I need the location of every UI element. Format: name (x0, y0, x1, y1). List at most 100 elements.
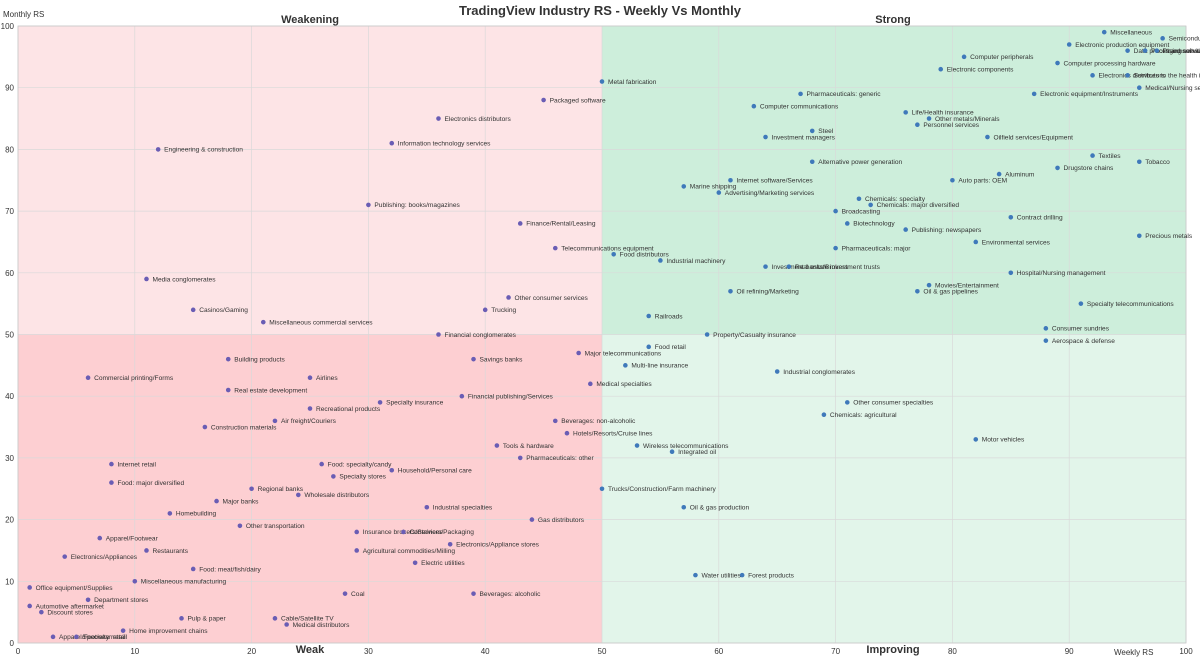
point-label: Steel (818, 128, 834, 135)
point-label: Homebuilding (176, 511, 217, 518)
point-label: Food: meat/fish/dairy (199, 566, 261, 573)
data-point: Commercial printing/Forms (85, 375, 174, 382)
data-point: Integrated oil (669, 449, 717, 456)
y-tick-label: 100 (1, 22, 15, 31)
point-marker (669, 449, 675, 455)
data-point: Chemicals: major diversified (868, 202, 959, 209)
point-label: Hospital/Nursing management (1017, 270, 1106, 277)
data-point: Internet retail (109, 461, 156, 468)
point-marker (120, 628, 126, 633)
point-marker (436, 332, 441, 337)
point-label: Medical specialties (596, 381, 652, 388)
point-label: Packaged software (1151, 48, 1200, 55)
data-point: Specialty retail (74, 634, 126, 641)
data-point: Trucking (482, 307, 517, 314)
point-label: Motor vehicles (982, 437, 1025, 444)
point-marker (471, 591, 476, 596)
data-point: Pharmaceuticals: other (517, 455, 594, 462)
point-marker (552, 245, 558, 251)
data-point: Electronics/Appliances (62, 554, 138, 561)
data-point: Property/Casualty insurance (704, 332, 796, 339)
data-point: Food retail (646, 344, 686, 351)
point-label: Restaurants (152, 548, 188, 555)
point-marker (482, 307, 488, 313)
data-point: Textiles (1090, 153, 1121, 160)
point-marker (564, 430, 570, 436)
point-marker (798, 91, 803, 97)
data-point: Pharmaceuticals: generic (798, 91, 881, 98)
data-point: Oil & gas production (681, 505, 749, 512)
point-label: Chemicals: agricultural (830, 412, 897, 419)
point-marker (412, 560, 418, 566)
point-label: Discount stores (47, 609, 93, 616)
point-label: Computer peripherals (970, 54, 1034, 61)
point-marker (389, 467, 395, 473)
point-marker (167, 511, 173, 516)
point-label: Chemicals: major diversified (877, 202, 960, 209)
point-marker (1136, 85, 1142, 90)
y-tick-label: 10 (5, 577, 14, 586)
point-label: Specialty stores (339, 474, 386, 481)
quadrant-label-improving: Improving (866, 644, 919, 656)
point-marker (27, 603, 32, 609)
point-marker (1090, 73, 1095, 78)
point-label: Air freight/Couriers (281, 418, 337, 425)
point-label: Agricultural commodities/Milling (363, 548, 456, 555)
chart-title: TradingView Industry RS - Weekly Vs Mont… (459, 3, 742, 18)
tick-labels: 0 10 20 30 40 50 60 70 80 90 100 0 10 20 30 40 50 60 70 80 9… (1, 22, 1194, 656)
point-label: Food distributors (620, 252, 670, 259)
gridlines (17, 25, 1187, 644)
point-marker (844, 400, 850, 405)
point-marker (716, 190, 722, 195)
point-marker (1043, 326, 1049, 331)
point-marker (109, 480, 114, 485)
data-point: Home improvement chains (120, 628, 208, 635)
data-point: Specialty insurance (377, 400, 444, 407)
point-label: Medical/Nursing services (1145, 85, 1200, 92)
data-point: Industrial specialties (424, 505, 493, 512)
data-point: Discount stores (39, 609, 94, 616)
point-marker (249, 486, 254, 492)
point-marker (681, 184, 687, 189)
y-tick-label: 40 (5, 392, 14, 401)
x-tick-label: 70 (831, 647, 840, 656)
point-marker (658, 258, 663, 263)
point-label: Oil refining/Marketing (736, 289, 799, 296)
y-tick-label: 20 (5, 516, 14, 525)
point-label: Real estate investment trusts (795, 264, 881, 271)
point-marker (1055, 60, 1060, 66)
point-marker (985, 134, 990, 140)
x-tick-label: 30 (364, 647, 373, 656)
y-tick-label: 0 (10, 639, 15, 648)
point-marker (786, 264, 792, 269)
data-point: Miscellaneous commercial services (260, 319, 373, 326)
point-label: Electronic equipment/Instruments (1040, 91, 1139, 98)
y-tick-label: 50 (5, 331, 14, 340)
data-point: Semiconductors (1160, 36, 1200, 43)
point-label: Semiconductors (1169, 36, 1200, 43)
data-point: Major telecommunications (576, 350, 662, 357)
data-point: Computer peripherals (961, 54, 1034, 61)
point-marker (1160, 36, 1165, 41)
data-point: Hospital/Nursing management (1008, 270, 1106, 277)
point-label: Industrial machinery (666, 258, 726, 265)
point-marker (588, 381, 593, 387)
point-marker (190, 307, 196, 313)
data-point: Personnel services (915, 122, 980, 129)
data-point: Apparel/Footwear retail (50, 634, 128, 641)
x-tick-label: 10 (130, 647, 139, 656)
data-point: Drugstore chains (1055, 165, 1114, 172)
point-marker (938, 66, 944, 72)
point-label: Oil & gas pipelines (923, 289, 978, 296)
point-label: Electronics/Appliance stores (456, 542, 540, 549)
point-label: Pulp & paper (188, 616, 227, 623)
data-point: Medical/Nursing services (1136, 85, 1200, 92)
data-point: Electronic production equipment (1066, 42, 1170, 49)
point-marker (260, 319, 266, 325)
point-marker (109, 461, 114, 467)
data-point: Alternative power generation (809, 159, 903, 166)
data-point: Coal (342, 591, 365, 598)
point-marker (973, 437, 979, 442)
point-label: Trucking (491, 307, 516, 314)
data-point: Oilfield services/Equipment (985, 134, 1073, 141)
